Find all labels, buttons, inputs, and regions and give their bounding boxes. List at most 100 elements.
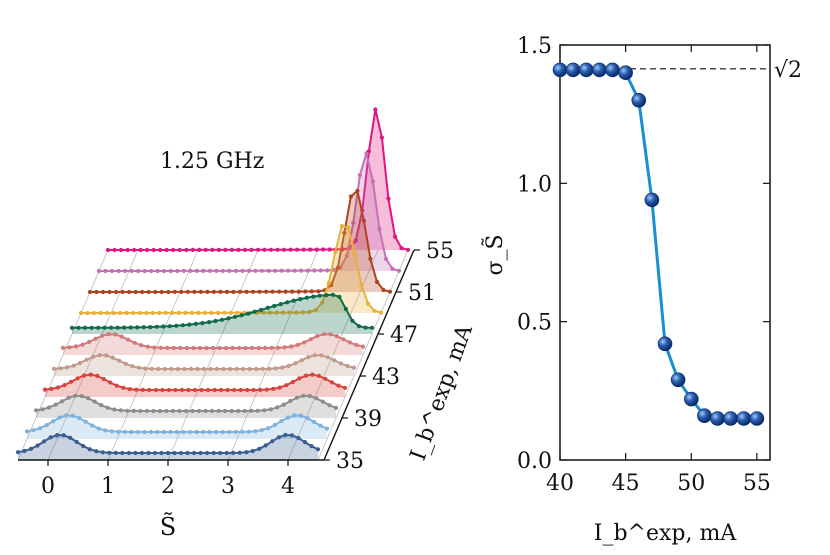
series-point-43 <box>228 366 233 372</box>
series-point-35 <box>237 450 242 455</box>
series-point-55 <box>262 247 267 252</box>
series-point-39 <box>105 405 110 410</box>
series-point-47 <box>291 298 296 303</box>
series-point-55 <box>145 247 150 253</box>
series-point-43 <box>78 360 83 366</box>
series-point-43 <box>97 353 102 358</box>
series-point-45 <box>243 345 248 351</box>
series-point-35 <box>263 443 268 448</box>
series-point-47 <box>82 325 88 330</box>
series-point-45 <box>73 344 79 349</box>
series-point-45 <box>250 345 255 351</box>
sigma-point <box>552 62 568 78</box>
series-point-55 <box>118 247 124 253</box>
series-point-39 <box>288 398 293 404</box>
series-point-39 <box>281 402 286 407</box>
series-point-35 <box>146 450 151 456</box>
series-point-55 <box>314 247 319 252</box>
grid-depth-line <box>167 249 259 461</box>
series-point-39 <box>138 408 143 414</box>
series-point-35 <box>94 449 99 454</box>
series-point-41 <box>232 387 237 393</box>
series-point-39 <box>242 408 247 414</box>
series-point-37 <box>148 429 153 435</box>
series-point-53 <box>201 268 206 273</box>
x-tick-label: 4 <box>281 474 295 499</box>
series-point-47 <box>76 325 81 330</box>
series-point-37 <box>31 428 36 433</box>
series-point-49 <box>215 310 221 315</box>
series-point-53 <box>305 268 310 273</box>
series-point-39 <box>46 405 52 410</box>
series-point-49 <box>111 310 116 316</box>
series-point-39 <box>333 405 339 410</box>
series-point-43 <box>306 355 311 360</box>
series-point-51 <box>244 289 249 294</box>
series-point-39 <box>196 408 202 414</box>
series-point-37 <box>246 429 251 434</box>
grid-depth-line <box>17 249 109 461</box>
series-point-41 <box>199 387 204 393</box>
series-point-43 <box>188 366 194 372</box>
sigma-point <box>605 62 620 78</box>
sigma-point <box>631 93 647 108</box>
series-point-49 <box>333 249 338 254</box>
series-point-47 <box>356 324 362 329</box>
series-point-37 <box>253 429 258 434</box>
x-tick-label: 2 <box>161 474 175 499</box>
series-point-53 <box>181 268 186 273</box>
series-point-43 <box>345 363 350 369</box>
series-point-53 <box>220 268 225 273</box>
series-point-41 <box>290 379 295 385</box>
series-point-37 <box>168 429 173 435</box>
sigma-x-tick-label: 50 <box>677 471 705 496</box>
sigma-plot-frame <box>559 44 771 461</box>
series-point-37 <box>103 428 108 433</box>
series-point-39 <box>92 399 97 404</box>
series-point-47 <box>128 325 133 330</box>
series-point-39 <box>255 408 260 413</box>
series-point-45 <box>178 345 183 351</box>
series-point-35 <box>296 435 301 441</box>
series-point-41 <box>95 373 100 378</box>
series-point-49 <box>359 282 364 287</box>
series-point-43 <box>234 366 239 372</box>
sqrt2-label: √2 <box>774 58 802 83</box>
series-point-43 <box>312 353 317 358</box>
depth-axis-line <box>323 249 415 461</box>
series-point-51 <box>374 279 380 284</box>
series-point-41 <box>186 387 191 393</box>
series-point-39 <box>268 407 273 412</box>
series-point-55 <box>268 247 274 252</box>
series-point-39 <box>320 399 326 404</box>
series-point-39 <box>294 395 299 400</box>
series-point-43 <box>162 366 167 372</box>
series-point-37 <box>220 429 225 435</box>
series-point-49 <box>326 280 331 286</box>
series-point-41 <box>127 387 132 392</box>
series-point-35 <box>100 450 105 455</box>
series-point-51 <box>133 289 138 295</box>
sigma-point <box>723 411 738 426</box>
series-point-41 <box>271 386 276 391</box>
series-point-55 <box>229 247 234 252</box>
series-point-37 <box>298 413 303 418</box>
series-point-35 <box>172 450 177 456</box>
series-point-41 <box>55 385 61 390</box>
series-point-45 <box>341 337 346 342</box>
series-point-35 <box>22 448 27 454</box>
series-point-47 <box>265 305 270 310</box>
series-point-41 <box>258 387 263 392</box>
series-point-37 <box>187 429 193 435</box>
series-point-55 <box>138 247 143 253</box>
series-point-45 <box>210 345 216 351</box>
series-point-39 <box>144 408 149 414</box>
series-point-39 <box>118 408 123 413</box>
series-point-43 <box>247 366 252 372</box>
series-point-51 <box>146 289 151 295</box>
series-point-39 <box>275 405 280 410</box>
series-point-49 <box>124 310 129 316</box>
series-point-53 <box>383 256 389 261</box>
series-point-51 <box>127 289 132 295</box>
series-point-35 <box>159 450 164 456</box>
